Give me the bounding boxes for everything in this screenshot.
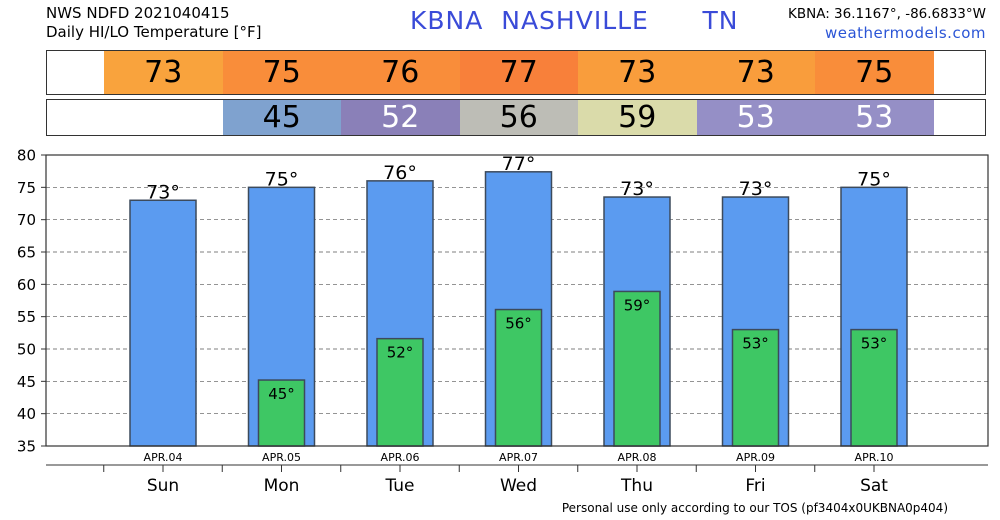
- lo-cell-2: 52: [341, 100, 460, 135]
- lo-bar-5: [731, 328, 780, 447]
- hi-cell-4: 73: [578, 51, 697, 94]
- lo-bar-2: [376, 337, 424, 447]
- hi-bar-label-5: 73°: [739, 178, 773, 200]
- day-label-0: Sun: [147, 476, 179, 496]
- hi-bar-label-2: 76°: [383, 162, 417, 184]
- header-info: NWS NDFD 2021040415 Daily HI/LO Temperat…: [46, 4, 262, 42]
- footer-note: Personal use only according to our TOS (…: [561, 501, 948, 515]
- lo-cell-5: 53: [696, 100, 815, 135]
- date-label-5: APR.09: [736, 451, 775, 464]
- lo-bar-label-1: 45°: [268, 385, 295, 403]
- site-link[interactable]: weathermodels.com: [824, 24, 986, 42]
- y-tick-label-35: 35: [17, 438, 36, 456]
- day-label-1: Mon: [264, 476, 300, 496]
- hi-bar-0: [129, 199, 197, 447]
- hi-temp-strip: 73 75 76 77 73 73 75: [46, 50, 986, 95]
- date-label-2: APR.06: [381, 451, 420, 464]
- lo-cell-6: 53: [815, 100, 934, 135]
- lo-cell-3: 56: [459, 100, 578, 135]
- y-tick-label-45: 45: [17, 373, 36, 391]
- date-label-4: APR.08: [618, 451, 657, 464]
- header-right: KBNA: 36.1167°, -86.6833°W weathermodels…: [788, 5, 986, 43]
- y-tick-label-80: 80: [17, 147, 36, 165]
- hi-bar-label-4: 73°: [620, 178, 654, 200]
- hi-cell-1: 75: [222, 51, 341, 94]
- day-label-6: Sat: [860, 476, 888, 496]
- hi-cell-5: 73: [696, 51, 815, 94]
- hi-bar-label-0: 73°: [146, 181, 180, 203]
- hi-cell-3: 77: [459, 51, 578, 94]
- hi-cell-6: 75: [815, 51, 934, 94]
- lo-cell-0: [104, 100, 223, 135]
- lo-cell-4: 59: [578, 100, 697, 135]
- hi-bar-label-1: 75°: [265, 168, 299, 190]
- lo-bar-1: [257, 379, 306, 447]
- y-tick-label-55: 55: [17, 308, 36, 326]
- lo-bars: 45° 52° 56° 59° 53° 53°: [257, 290, 898, 447]
- day-label-2: Tue: [384, 476, 414, 496]
- y-tick-label-65: 65: [17, 244, 36, 262]
- plot-frame: [45, 154, 989, 447]
- y-tick-label-40: 40: [17, 405, 36, 423]
- lo-bar-label-3: 56°: [505, 315, 532, 333]
- lo-bar-label-6: 53°: [861, 335, 888, 353]
- variable-label: Daily HI/LO Temperature [°F]: [46, 23, 262, 41]
- axes: 35 40 45 50 55 60 65 70 75 80 APR.04 Sun APR.05 Mon AP…: [17, 147, 989, 496]
- date-label-0: APR.04: [144, 451, 183, 464]
- station-title: KBNA NASHVILLE TN: [410, 6, 739, 35]
- lo-bar-label-4: 59°: [624, 296, 651, 314]
- y-tick-label-70: 70: [17, 211, 36, 229]
- model-run-label: NWS NDFD 2021040415: [46, 4, 230, 22]
- date-label-3: APR.07: [499, 451, 538, 464]
- day-label-3: Wed: [500, 476, 537, 496]
- hi-bar-label-6: 75°: [857, 168, 891, 190]
- hi-cell-2: 76: [341, 51, 460, 94]
- lo-bar-6: [850, 328, 898, 447]
- lo-cell-1: 45: [222, 100, 341, 135]
- day-label-4: Thu: [620, 476, 653, 496]
- date-label-1: APR.05: [262, 451, 301, 464]
- hi-cell-0: 73: [104, 51, 223, 94]
- y-tick-label-60: 60: [17, 276, 36, 294]
- day-label-5: Fri: [745, 476, 765, 496]
- y-tick-label-50: 50: [17, 341, 36, 359]
- lo-bar-4: [613, 290, 661, 447]
- station-coords: KBNA: 36.1167°, -86.6833°W: [787, 6, 986, 22]
- date-label-6: APR.10: [855, 451, 894, 464]
- lo-bar-label-5: 53°: [742, 335, 769, 353]
- lo-bar-label-2: 52°: [387, 344, 414, 362]
- y-tick-label-75: 75: [17, 179, 36, 197]
- lo-temp-strip: 45 52 56 59 53 53: [46, 99, 986, 136]
- hi-bar-label-3: 77°: [502, 153, 536, 175]
